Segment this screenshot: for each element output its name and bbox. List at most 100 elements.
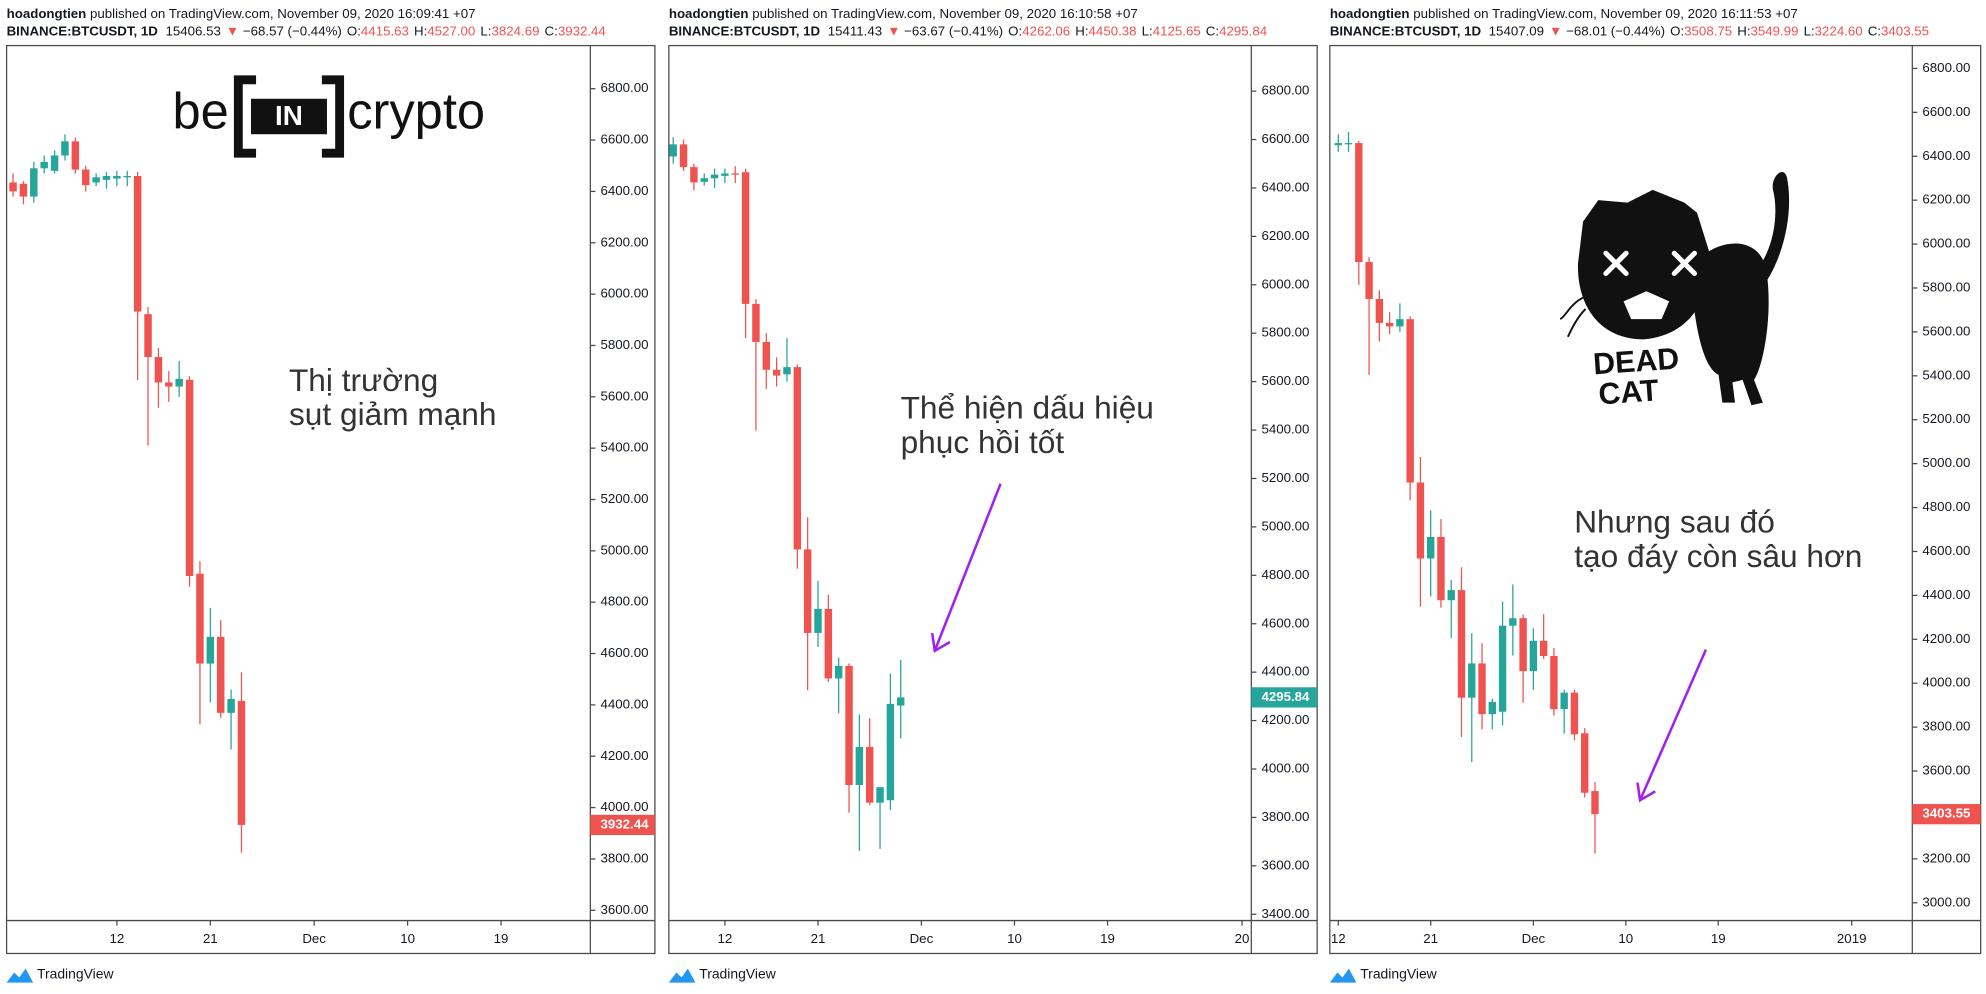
candle-body: [710, 174, 719, 179]
author: hoadongtien: [1330, 5, 1410, 20]
y-tick-label: 3800.00: [600, 850, 648, 865]
ohlc-key: C:: [545, 23, 558, 38]
candle-body: [793, 367, 802, 550]
candle-body: [845, 665, 853, 785]
annotation: tạo đáy còn sâu hơn: [1574, 538, 1862, 574]
y-tick-label: 3600.00: [600, 902, 648, 917]
y-tick-label: 5800.00: [1261, 325, 1309, 340]
candle-body: [61, 141, 69, 156]
ohlc-value: 4450.38: [1089, 23, 1137, 38]
candle-body: [175, 378, 183, 387]
candle-body: [865, 746, 874, 803]
y-tick-label: 4000.00: [600, 799, 648, 814]
y-tick-label: 3200.00: [1922, 850, 1970, 865]
candle-body: [1355, 143, 1363, 263]
y-tick-label: 4200.00: [1922, 631, 1970, 646]
published: published on TradingView.com, November 0…: [749, 5, 1138, 20]
author: hoadongtien: [669, 5, 749, 20]
y-tick-label: 6000.00: [600, 286, 648, 301]
published: published on TradingView.com, November 0…: [86, 5, 475, 20]
header-line: BINANCE:BTCUSDT, 1D 15407.09 ▼ −68.01 (−0.4…: [1330, 23, 1929, 38]
candle-body: [876, 787, 884, 803]
y-tick-label: 4600.00: [1922, 543, 1970, 558]
panel-frame: [1329, 44, 1982, 955]
price: 15407.09: [1489, 23, 1544, 38]
y-tick-label: 3800.00: [1922, 719, 1970, 734]
ohlc-value: 3549.99: [1751, 23, 1799, 38]
ohlc-value: 4415.63: [361, 23, 409, 38]
candle-body: [752, 303, 760, 342]
candle-body: [227, 698, 235, 713]
y-tick-label: 6400.00: [1261, 179, 1309, 194]
annotation: Thị trường: [289, 362, 438, 398]
x-tick-label: Dec: [1522, 931, 1546, 946]
dead-cat-illustration: [1559, 172, 1790, 406]
candle-body: [1375, 298, 1384, 323]
last-price-tag: [1912, 804, 1981, 825]
candle-body: [206, 636, 215, 664]
y-tick-label: 4400.00: [600, 696, 648, 711]
candle-body: [92, 177, 100, 183]
y-tick-label: 6200.00: [1261, 228, 1309, 243]
candle-body: [897, 697, 905, 706]
tradingview-logo: [668, 968, 696, 983]
footer-label: TradingView: [37, 966, 114, 982]
logo-text: IN: [275, 100, 303, 131]
annotation: phục hồi tốt: [901, 424, 1065, 460]
ohlc-key: O:: [1670, 23, 1684, 38]
ohlc-key: L:: [1142, 23, 1153, 38]
candle-body: [1560, 692, 1568, 710]
candle-body: [1488, 701, 1497, 715]
ohlc-value: 3932.44: [558, 23, 606, 38]
y-tick-label: 5000.00: [1922, 455, 1970, 470]
candle-body: [1437, 536, 1445, 601]
y-tick-label: 5000.00: [600, 542, 648, 557]
ohlc-key: H:: [1075, 23, 1088, 38]
last-price-tag: [1251, 687, 1318, 708]
x-tick-label: 19: [1100, 931, 1115, 946]
y-tick-label: 3000.00: [1922, 894, 1970, 909]
candle-body: [165, 382, 173, 387]
candle-body: [71, 141, 80, 170]
y-tick-label: 6000.00: [1922, 236, 1970, 251]
candle-body: [1519, 618, 1527, 672]
symbol: BINANCE:BTCUSDT, 1D: [669, 23, 821, 38]
candle-body: [1591, 791, 1599, 815]
ohlc-key: O:: [347, 23, 361, 38]
ohlc-key: C:: [1206, 23, 1219, 38]
candle-body: [669, 144, 677, 157]
tradingview-logo: [1329, 968, 1357, 983]
y-tick-label: 6000.00: [1261, 276, 1309, 291]
footer-label: TradingView: [1360, 966, 1437, 982]
candle-body: [1396, 319, 1404, 327]
arrow: [930, 483, 1002, 653]
arrow: [1636, 649, 1708, 803]
candle-body: [1385, 322, 1394, 327]
illustration-text: CAT: [1597, 373, 1660, 411]
y-tick-label: 4400.00: [1261, 664, 1309, 679]
candle-body: [1581, 733, 1589, 793]
annotation: Thể hiện dấu hiệu: [901, 390, 1154, 426]
candle-body: [1457, 590, 1466, 698]
ohlc-key: H:: [1737, 23, 1750, 38]
y-tick-label: 5200.00: [600, 491, 648, 506]
ohlc-key: L:: [480, 23, 491, 38]
candle-body: [40, 161, 48, 169]
header-line: BINANCE:BTCUSDT, 1D 15406.53 ▼ −68.57 (−0.4…: [7, 23, 606, 38]
x-tick-label: 10: [400, 931, 415, 946]
logo-bracket-right: [321, 75, 345, 158]
price: 15411.43: [828, 23, 882, 38]
ohlc-key: C:: [1868, 23, 1881, 38]
candle-body: [185, 379, 194, 577]
last-price-tag: [590, 814, 655, 836]
y-tick-label: 5800.00: [600, 337, 648, 352]
candle-body: [1447, 590, 1455, 601]
y-tick-label: 5400.00: [600, 440, 648, 455]
candle-body: [1468, 663, 1476, 698]
x-tick-label: 19: [494, 931, 509, 946]
x-tick-label: 20: [1235, 931, 1250, 946]
candle-body: [144, 314, 152, 358]
ohlc-key: L:: [1804, 23, 1815, 38]
candle-body: [731, 173, 739, 175]
candle-body: [133, 176, 142, 312]
